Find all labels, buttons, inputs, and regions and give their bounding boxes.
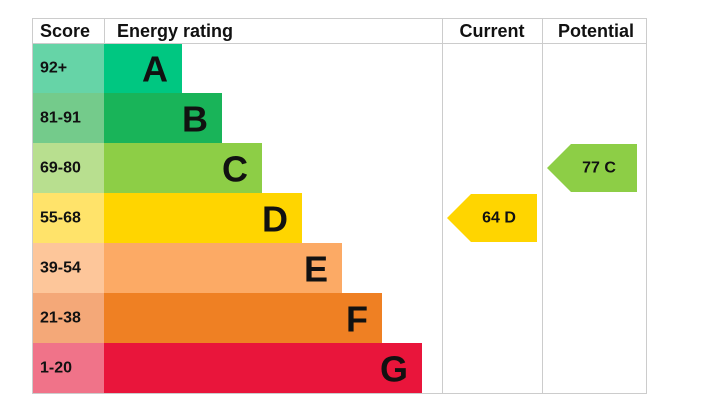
rating-letter: F <box>346 299 368 340</box>
current-label: 64 D <box>482 210 516 227</box>
rating-bar <box>104 293 382 343</box>
header-current: Current <box>459 21 524 41</box>
score-label: 69-80 <box>40 160 81 177</box>
rating-bar <box>104 143 262 193</box>
score-label: 21-38 <box>40 310 81 327</box>
rating-letter: A <box>142 49 168 90</box>
rating-bar <box>104 193 302 243</box>
score-cell <box>33 293 104 343</box>
score-label: 39-54 <box>40 260 81 277</box>
score-label: 55-68 <box>40 210 81 227</box>
rating-letter: C <box>222 149 248 190</box>
frame <box>32 18 647 394</box>
score-cell <box>33 43 104 93</box>
score-cell <box>33 343 104 393</box>
rating-letter: D <box>262 199 288 240</box>
score-label: 1-20 <box>40 360 72 377</box>
potential-arrow <box>547 144 637 192</box>
table-frame <box>32 18 647 394</box>
rating-bar <box>104 43 182 93</box>
header-rating: Energy rating <box>117 21 233 41</box>
score-cell <box>33 93 104 143</box>
header-score: Score <box>40 21 90 41</box>
header-potential: Potential <box>558 21 634 41</box>
rating-letter: B <box>182 99 208 140</box>
potential-label: 77 C <box>582 160 616 177</box>
rating-letter: E <box>304 249 328 290</box>
score-label: 92+ <box>40 60 67 77</box>
score-label: 81-91 <box>40 110 81 127</box>
current-arrow <box>447 194 537 242</box>
rating-bar <box>104 243 342 293</box>
rating-letter: G <box>380 349 408 390</box>
score-cell <box>33 243 104 293</box>
score-cell <box>33 193 104 243</box>
rating-bar <box>104 343 422 393</box>
rating-bar <box>104 93 222 143</box>
score-cell <box>33 143 104 193</box>
